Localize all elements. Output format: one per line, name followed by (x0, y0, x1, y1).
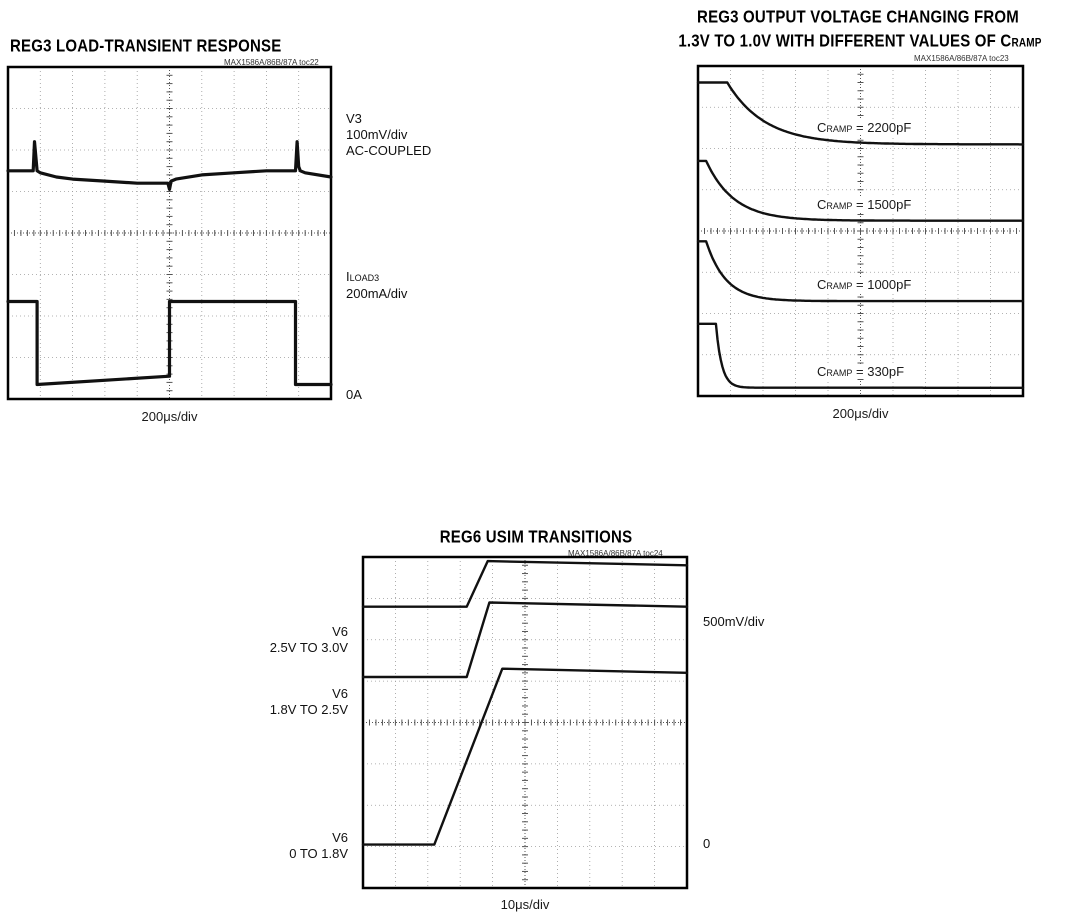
channel-coupling: AC-COUPLED (346, 143, 432, 158)
series-value: = 1500pF (852, 196, 912, 212)
zero-label: 0A (346, 387, 362, 402)
series-name: C (817, 120, 827, 136)
series-range: 1.8V TO 2.5V (269, 702, 348, 717)
zero-label: 0 (703, 836, 711, 851)
channel-label-v3: V3 100mV/div AC-COUPLED (346, 111, 431, 159)
graticule (8, 67, 331, 399)
series-name: C (817, 277, 827, 293)
series-range: 2.5V TO 3.0V (269, 640, 348, 655)
oscilloscope-plot (696, 64, 1025, 398)
oscilloscope-plot (6, 65, 333, 401)
scale-label: 500mV/div (703, 614, 765, 629)
trace-cramp-3 (696, 322, 1025, 389)
series-value: = 2200pF (852, 120, 912, 136)
series-label: CRAMP = 2200pF (815, 120, 914, 136)
trace-cramp-1 (696, 159, 1025, 222)
channel-label-iload3: ILOAD3 200mA/div (346, 269, 407, 302)
graticule (698, 66, 1023, 396)
toc-label: MAX1586A/86B/87A toc24 (568, 549, 663, 558)
series-name: C (817, 363, 827, 379)
trace-cramp-0 (696, 81, 1025, 146)
chart-title: REG3 OUTPUT VOLTAGE CHANGING FROM (697, 7, 1019, 28)
trace-cramp-2 (696, 240, 1025, 303)
channel-scale: 200mA/div (346, 286, 408, 301)
channel-scale: 100mV/div (346, 127, 408, 142)
x-axis-label: 200μs/div (141, 409, 198, 424)
graticule (363, 557, 687, 888)
series-range: 0 TO 1.8V (289, 846, 348, 861)
plot-frame (6, 65, 333, 401)
x-axis-label: 200μs/div (832, 406, 889, 421)
toc-label: MAX1586A/86B/87A toc22 (224, 58, 319, 67)
chart-title-line2: 1.3V TO 1.0V WITH DIFFERENT VALUES OF CR… (678, 31, 1042, 52)
series-name: V6 (332, 624, 348, 639)
plot-frame (696, 64, 1025, 398)
series-label: CRAMP = 330pF (815, 363, 907, 379)
series-subscript: RAMP (826, 200, 853, 211)
trace-v6-0 (361, 559, 689, 608)
series-label-v6-a: V6 2.5V TO 3.0V (200, 624, 348, 656)
series-label-v6-b: V6 1.8V TO 2.5V (200, 686, 348, 718)
oscilloscope-plot (361, 555, 689, 890)
series-name: V6 (332, 686, 348, 701)
series-label: CRAMP = 1500pF (815, 196, 914, 212)
series-value: = 330pF (852, 363, 905, 379)
toc-label: MAX1586A/86B/87A toc23 (914, 54, 1009, 63)
series-label: CRAMP = 1000pF (815, 277, 914, 293)
channel-name: ILOAD3 (346, 269, 380, 284)
x-axis-label: 10μs/div (500, 897, 550, 912)
plot-frame (361, 555, 689, 890)
series-label-v6-c: V6 0 TO 1.8V (200, 830, 348, 862)
channel-name: V3 (346, 111, 362, 126)
trace-iload3 (6, 299, 333, 387)
series-name: V6 (332, 830, 348, 845)
chart-title: REG3 LOAD-TRANSIENT RESPONSE (10, 36, 282, 57)
series-name: C (817, 196, 827, 212)
series-subscript: RAMP (826, 367, 853, 378)
trace-v3 (6, 140, 333, 192)
series-subscript: RAMP (826, 124, 853, 135)
series-value: = 1000pF (852, 277, 912, 293)
chart-title: REG6 USIM TRANSITIONS (439, 527, 633, 548)
trace-v6-1 (361, 601, 689, 679)
trace-v6-2 (361, 667, 689, 846)
series-subscript: RAMP (826, 281, 853, 292)
